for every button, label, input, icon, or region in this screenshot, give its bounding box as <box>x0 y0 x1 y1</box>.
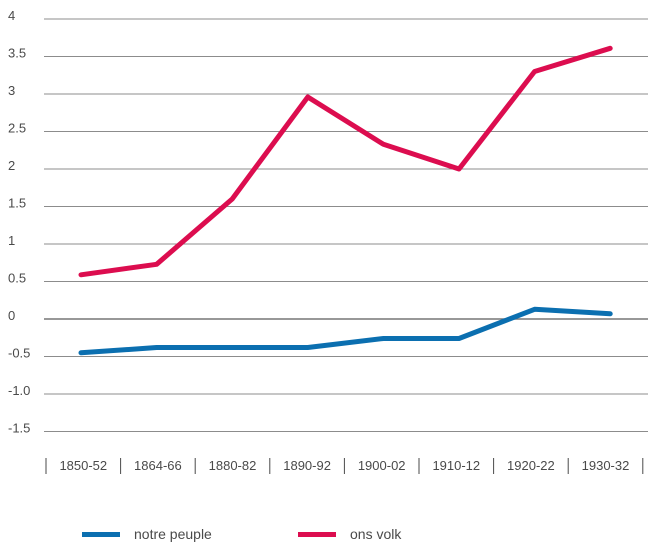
legend: notre peuple ons volk <box>0 526 651 546</box>
series-line-ons-volk <box>78 45 613 278</box>
line-chart: 4 3.5 3 2.5 2 1.5 1 0.5 0 -0.5 -1.0 -1.5 1850-52 186… <box>8 8 648 474</box>
gridlines <box>44 18 648 432</box>
y-tick-label: 3 <box>8 83 15 98</box>
x-axis-category-labels: 1850-52 1864-66 1880-82 1890-92 1900-02 1910-… <box>45 458 644 474</box>
y-tick-label: 0.5 <box>8 271 26 286</box>
y-tick-label: 0 <box>8 308 15 323</box>
legend-label-ons-volk: ons volk <box>350 526 402 542</box>
y-tick-label: 2.5 <box>8 121 26 136</box>
x-tick-label: 1864-66 <box>134 458 182 473</box>
x-tick-label: 1890-92 <box>283 458 331 473</box>
x-tick-label: 1910-12 <box>432 458 480 473</box>
x-tick-label: 1880-82 <box>209 458 257 473</box>
series-line-notre-peuple <box>78 306 613 356</box>
y-tick-label: -0.5 <box>8 346 30 361</box>
legend-item-ons-volk: ons volk <box>298 526 401 542</box>
x-tick-label: 1850-52 <box>59 458 107 473</box>
y-tick-label: -1.0 <box>8 383 30 398</box>
y-axis-tick-labels: 4 3.5 3 2.5 2 1.5 1 0.5 0 -0.5 -1.0 -1.5 <box>8 8 30 436</box>
legend-swatch-ons-volk <box>298 531 336 537</box>
legend-swatch-notre-peuple <box>82 531 120 537</box>
legend-label-notre-peuple: notre peuple <box>134 526 212 542</box>
series-lines <box>78 45 613 356</box>
y-tick-label: 1 <box>8 233 15 248</box>
y-tick-label: -1.5 <box>8 421 30 436</box>
y-tick-label: 4 <box>8 8 15 23</box>
x-tick-label: 1900-02 <box>358 458 406 473</box>
x-tick-label: 1930-32 <box>582 458 630 473</box>
y-tick-label: 1.5 <box>8 196 26 211</box>
x-tick-label: 1920-22 <box>507 458 555 473</box>
y-tick-label: 3.5 <box>8 46 26 61</box>
legend-item-notre-peuple: notre peuple <box>82 526 212 542</box>
y-tick-label: 2 <box>8 158 15 173</box>
